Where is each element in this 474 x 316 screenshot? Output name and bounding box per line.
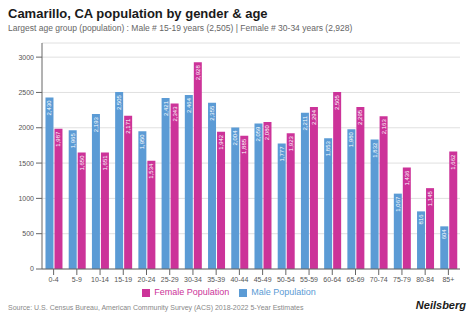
svg-text:1,651: 1,651 [102, 155, 108, 171]
svg-text:2,355: 2,355 [209, 105, 215, 121]
svg-text:1,662: 1,662 [450, 154, 456, 170]
svg-text:2,004: 2,004 [232, 130, 238, 146]
svg-text:60-64: 60-64 [323, 276, 341, 283]
svg-text:0-4: 0-4 [49, 276, 59, 283]
svg-text:1,885: 1,885 [241, 138, 247, 154]
svg-text:75-79: 75-79 [393, 276, 411, 283]
svg-text:2000: 2000 [18, 124, 34, 131]
svg-text:20-24: 20-24 [138, 276, 156, 283]
html-text:Female Population: Female Population [154, 287, 230, 297]
svg-text:30-34: 30-34 [184, 276, 202, 283]
svg-text:1,832: 1,832 [372, 142, 378, 158]
svg-text:1,950: 1,950 [139, 134, 145, 150]
svg-text:2,193: 2,193 [93, 116, 99, 132]
svg-text:1,650: 1,650 [79, 155, 85, 171]
svg-text:2,343: 2,343 [172, 106, 178, 122]
svg-text:85+: 85+ [442, 276, 454, 283]
svg-text:1,777: 1,777 [279, 146, 285, 162]
svg-text:2,505: 2,505 [116, 94, 122, 110]
svg-text:816: 816 [418, 214, 424, 225]
svg-text:1,923: 1,923 [288, 136, 294, 152]
svg-text:604: 604 [441, 229, 447, 240]
svg-text:25-29: 25-29 [161, 276, 179, 283]
svg-text:1,067: 1,067 [395, 196, 401, 212]
svg-text:1,436: 1,436 [404, 170, 410, 186]
svg-text:2,294: 2,294 [311, 109, 317, 125]
html-text:Source: U.S. Census Bureau, Am: Source: U.S. Census Bureau, American Com… [8, 304, 304, 311]
svg-text:65-69: 65-69 [347, 276, 365, 283]
svg-text:1,942: 1,942 [218, 134, 224, 150]
html-text:Neilsberg: Neilsberg [415, 299, 466, 311]
svg-text:35-39: 35-39 [207, 276, 225, 283]
svg-text:50-54: 50-54 [277, 276, 295, 283]
svg-text:2,171: 2,171 [125, 118, 131, 134]
svg-text:80-84: 80-84 [416, 276, 434, 283]
svg-text:1,534: 1,534 [148, 163, 154, 179]
svg-text:2,163: 2,163 [381, 119, 387, 135]
svg-text:2500: 2500 [18, 89, 34, 96]
svg-text:2,211: 2,211 [302, 115, 308, 130]
svg-text:5-9: 5-9 [72, 276, 82, 283]
svg-text:1,965: 1,965 [70, 133, 76, 149]
svg-text:1,980: 1,980 [348, 132, 354, 148]
svg-text:40-44: 40-44 [230, 276, 248, 283]
svg-text:2,421: 2,421 [163, 100, 169, 116]
html-text:Male Population: Male Population [251, 287, 316, 297]
svg-text:1,853: 1,853 [325, 140, 331, 156]
html-text:Camarillo, CA population by ge: Camarillo, CA population by gender & age [8, 6, 268, 21]
svg-text:2,505: 2,505 [334, 94, 340, 110]
svg-text:2,295: 2,295 [357, 109, 363, 125]
svg-text:2,430: 2,430 [46, 100, 52, 116]
svg-text:2,080: 2,080 [264, 124, 270, 140]
svg-text:3000: 3000 [18, 54, 34, 61]
svg-text:55-59: 55-59 [300, 276, 318, 283]
svg-text:1,987: 1,987 [55, 131, 61, 147]
svg-text:10-14: 10-14 [91, 276, 109, 283]
svg-text:500: 500 [22, 230, 34, 237]
svg-text:45-49: 45-49 [254, 276, 272, 283]
svg-text:2,928: 2,928 [195, 65, 201, 81]
html-text:Largest age group (population): Largest age group (population) : Male # … [8, 23, 353, 33]
svg-text:1000: 1000 [18, 195, 34, 202]
svg-text:2,464: 2,464 [186, 97, 192, 113]
svg-text:0: 0 [30, 265, 34, 272]
svg-text:1500: 1500 [18, 160, 34, 167]
svg-text:15-19: 15-19 [114, 276, 132, 283]
svg-text:70-74: 70-74 [370, 276, 388, 283]
svg-text:1,145: 1,145 [427, 190, 433, 206]
svg-text:2,059: 2,059 [255, 126, 261, 142]
